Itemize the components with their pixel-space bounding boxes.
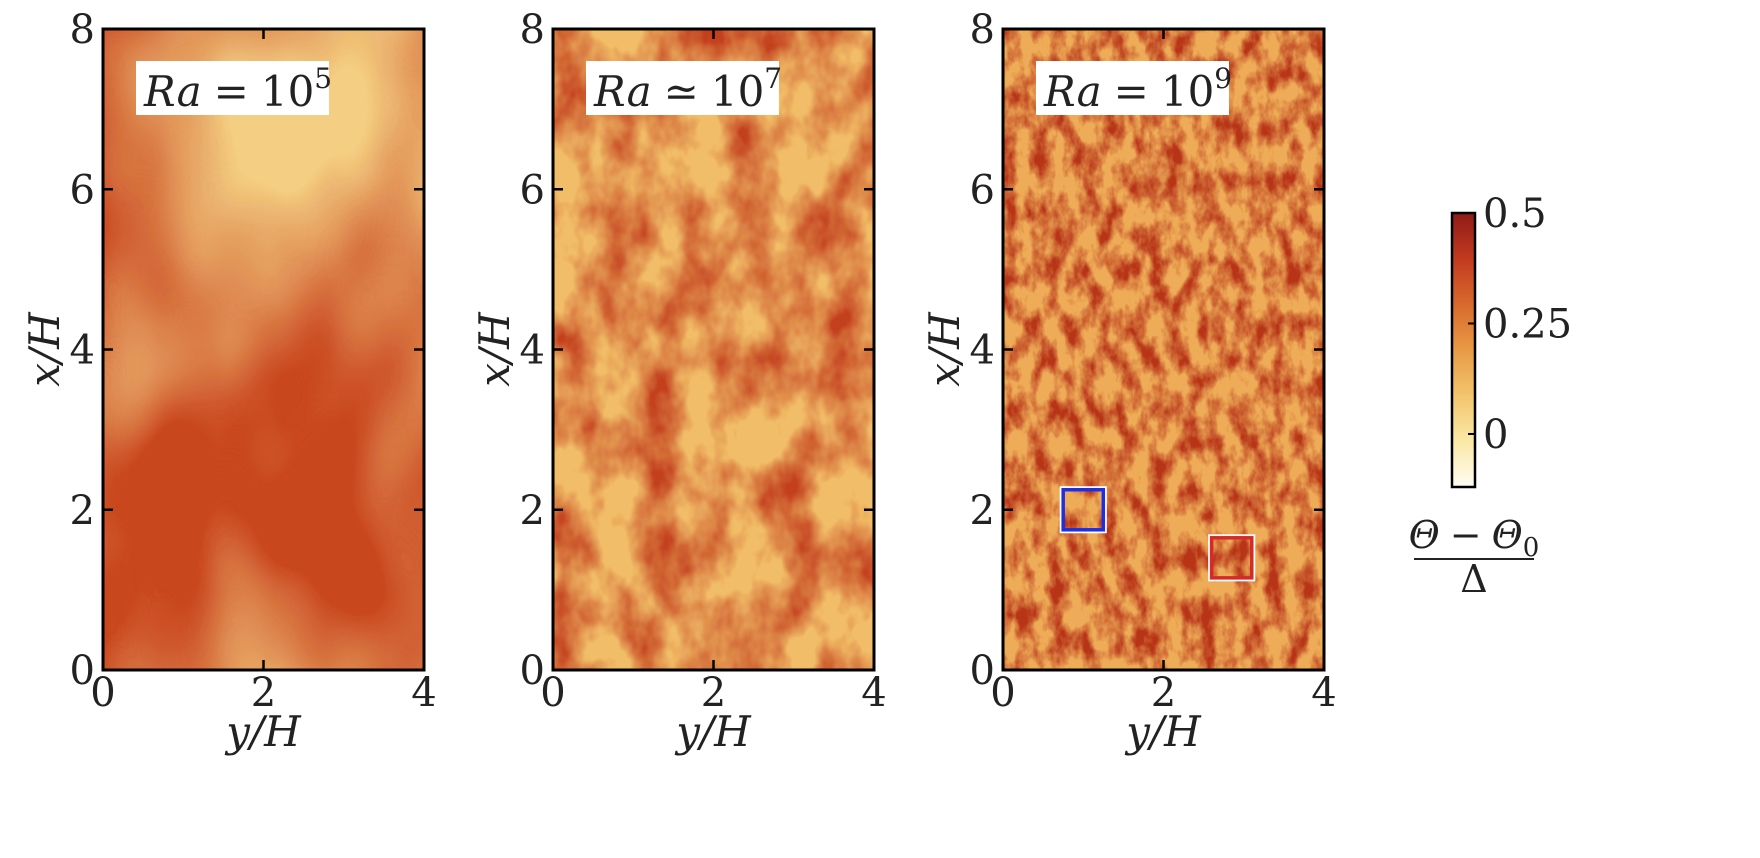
panel-1: 0 2 4 6 8 0 2 4 y/H x/H Ra = 105 [20,7,437,756]
y-tick-label: 4 [520,328,545,374]
marked-region-outline [1059,486,1107,534]
panel-label-background [586,61,779,115]
panel-label: Ra = 105 [143,62,332,116]
colorbar-tick-label: 0 [1483,412,1508,458]
y-tick-label: 8 [70,7,95,53]
colorbar-label-denominator: Δ [1460,557,1487,601]
x-tick-label: 2 [701,670,726,716]
heatmap-field-structures [103,29,424,670]
panel-label: Ra = 109 [1043,62,1232,116]
colorbar-label-numerator: Θ − Θ0 [1409,513,1540,563]
x-tick-label: 4 [1311,670,1336,716]
x-axis-label: y/H [224,707,302,756]
x-tick-label: 0 [990,670,1015,716]
y-tick-label: 2 [520,488,545,534]
y-tick-label: 4 [970,328,995,374]
y-axis-label: x/H [20,311,69,387]
y-tick-label: 2 [970,488,995,534]
x-axis-label: y/H [1124,707,1202,756]
y-tick-label: 0 [70,648,95,694]
x-tick-label: 0 [90,670,115,716]
marked-region-2 [1209,536,1254,580]
y-tick-label: 6 [970,167,995,213]
y-tick-label: 0 [520,648,545,694]
x-tick-label: 4 [411,670,436,716]
y-tick-label: 0 [970,648,995,694]
heatmap-field-structures [1003,29,1324,670]
marked-region-1 [1061,487,1106,532]
y-tick-label: 6 [70,167,95,213]
panel-2: 0 2 4 6 8 0 2 4 y/H x/H Ra ≃ 107 [470,7,887,756]
panel-label-background [1036,61,1229,115]
marked-region-outline [1208,534,1256,582]
y-tick-label: 2 [70,488,95,534]
y-tick-label: 8 [970,7,995,53]
colorbar-tick-label: 0.5 [1483,191,1547,237]
x-axis-label: y/H [674,707,752,756]
y-axis-label: x/H [920,311,969,387]
panel-label-background [136,61,329,115]
colorbar-tick-label: 0.25 [1483,301,1572,347]
x-tick-label: 4 [861,670,886,716]
panel-3: 0 2 4 6 8 0 2 4 y/H x/H Ra = 109 [920,7,1337,756]
colorbar-bar [1450,211,1477,489]
colorbar: 0.5 0.25 0 Θ − Θ0Δ [1409,191,1572,601]
x-tick-label: 2 [1151,670,1176,716]
y-tick-label: 8 [520,7,545,53]
y-axis-label: x/H [470,311,519,387]
panel-label: Ra ≃ 107 [593,62,782,116]
x-tick-label: 2 [251,670,276,716]
x-tick-label: 0 [540,670,565,716]
y-tick-label: 4 [70,328,95,374]
heatmap-field-structures [553,29,874,670]
y-tick-label: 6 [520,167,545,213]
